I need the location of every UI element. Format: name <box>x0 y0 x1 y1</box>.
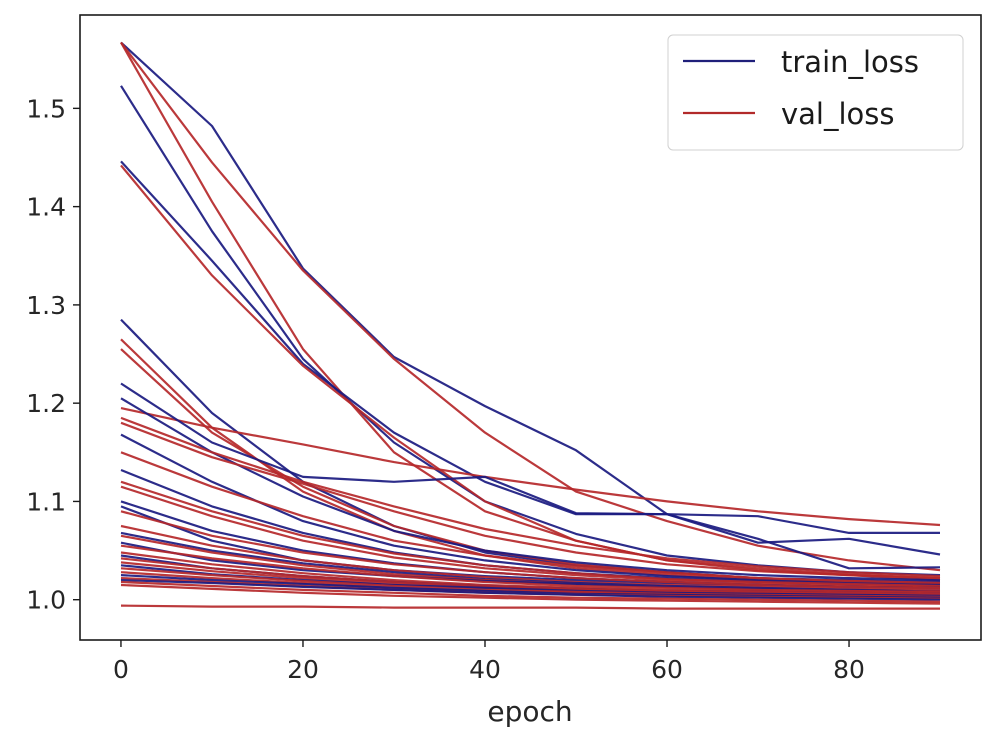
val-loss-line-2 <box>120 41 941 580</box>
x-tick-label: 20 <box>287 655 319 684</box>
x-tick-label: 0 <box>113 655 129 684</box>
legend-box <box>667 34 964 151</box>
x-tick-label: 60 <box>651 655 683 684</box>
train-loss-line-1 <box>120 41 941 556</box>
val-loss-line-12 <box>120 510 941 589</box>
x-axis-label: epoch <box>487 695 572 728</box>
val-loss-line-8 <box>120 421 941 580</box>
train-loss-line-2 <box>120 85 941 577</box>
train-loss-line-5 <box>120 382 941 570</box>
val-loss-line-11 <box>120 485 941 588</box>
legend-label-train-loss: train_loss <box>781 45 919 79</box>
x-tick-label: 80 <box>833 655 865 684</box>
y-tick-label: 1.1 <box>26 487 66 516</box>
val-loss-line-7 <box>120 416 941 578</box>
val-loss-line-22 <box>120 580 941 603</box>
train-loss-line-16 <box>120 579 941 601</box>
y-axis: 1.0 1.1 1.2 1.3 1.4 1.5 <box>26 94 80 615</box>
train-loss-line-3 <box>120 160 940 535</box>
legend: train_loss val_loss <box>667 34 964 151</box>
y-tick-label: 1.3 <box>26 291 66 320</box>
y-tick-label: 1.4 <box>26 193 66 222</box>
axes-frame <box>79 14 982 641</box>
y-tick-label: 1.2 <box>26 389 66 418</box>
legend-label-val-loss: val_loss <box>781 97 895 131</box>
x-tick-label: 40 <box>469 655 501 684</box>
val-loss-line-9 <box>120 451 941 585</box>
val-loss-line-23 <box>120 583 941 605</box>
y-tick-label: 1.5 <box>26 94 66 123</box>
x-axis: 0 20 40 60 80 <box>113 640 865 684</box>
val-loss-line-6 <box>120 407 941 527</box>
train-loss-line-6 <box>120 397 941 582</box>
val-loss-line-24 <box>120 604 940 610</box>
plot-area <box>120 41 941 610</box>
y-tick-label: 1.0 <box>26 586 66 615</box>
